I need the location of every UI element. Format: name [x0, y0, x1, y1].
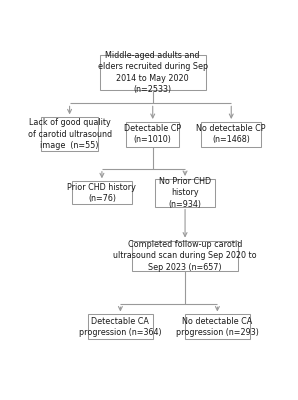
Text: Completed follow-up carotid
ultrasound scan during Sep 2020 to
Sep 2023 (n=657): Completed follow-up carotid ultrasound s… [113, 240, 257, 272]
Text: Detectable CA
progression (n=364): Detectable CA progression (n=364) [79, 316, 162, 337]
FancyBboxPatch shape [132, 240, 238, 271]
FancyBboxPatch shape [126, 122, 179, 146]
FancyBboxPatch shape [155, 179, 215, 207]
Text: Lack of good quality
of carotid ultrasound
image  (n=55): Lack of good quality of carotid ultrasou… [27, 118, 112, 150]
FancyBboxPatch shape [88, 314, 153, 339]
Text: No detectable CP
(n=1468): No detectable CP (n=1468) [196, 124, 266, 144]
Text: Prior CHD history
(n=76): Prior CHD history (n=76) [67, 182, 136, 203]
Text: Middle-aged adults and
elders recruited during Sep
2014 to May 2020
(n=2533): Middle-aged adults and elders recruited … [98, 51, 208, 94]
FancyBboxPatch shape [185, 314, 250, 339]
FancyBboxPatch shape [201, 122, 261, 146]
Text: No detectable CA
progression (n=293): No detectable CA progression (n=293) [176, 316, 259, 337]
Text: Detectable CP
(n=1010): Detectable CP (n=1010) [124, 124, 181, 144]
Text: No Prior CHD
history
(n=934): No Prior CHD history (n=934) [159, 177, 211, 209]
FancyBboxPatch shape [72, 181, 132, 204]
FancyBboxPatch shape [41, 117, 98, 151]
FancyBboxPatch shape [100, 55, 206, 90]
